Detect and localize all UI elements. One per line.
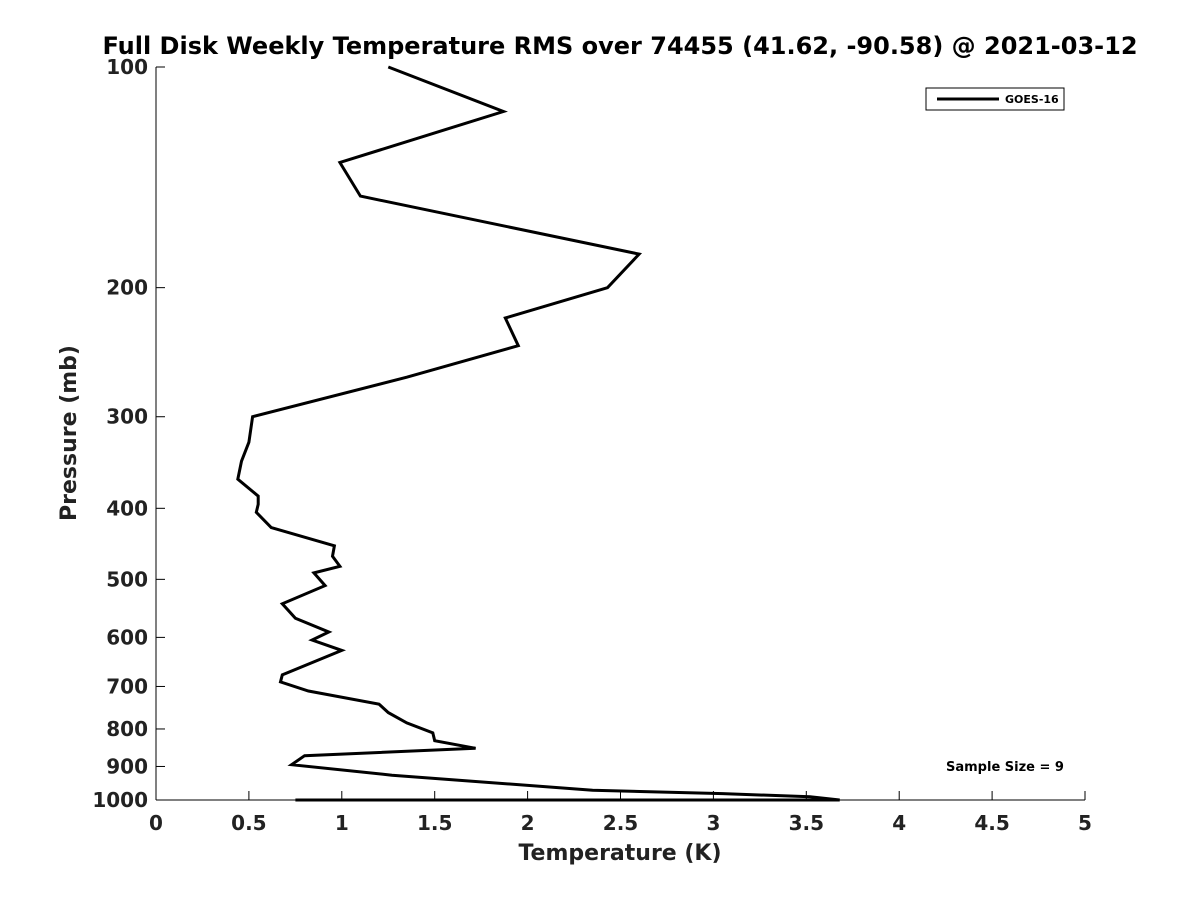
- y-tick-label: 300: [106, 405, 148, 429]
- y-ticks: 100 200 300 400 500 600 700 800 900 1000: [92, 55, 165, 812]
- x-tick-label: 1: [335, 811, 349, 835]
- y-tick-label: 700: [106, 674, 148, 698]
- series-layer: [236, 65, 840, 802]
- y-tick-label: 1000: [92, 788, 148, 812]
- y-tick-label: 100: [106, 55, 148, 79]
- x-tick-label: 2.5: [603, 811, 638, 835]
- y-tick-label: 500: [106, 567, 148, 591]
- x-tick-label: 1.5: [417, 811, 452, 835]
- x-axis-label: Temperature (K): [518, 841, 721, 866]
- x-tick-label: 0: [149, 811, 163, 835]
- plot-area: [155, 67, 1085, 801]
- series-line-goes-16: [236, 65, 840, 802]
- legend: GOES-16: [925, 87, 1065, 111]
- x-tick-label: 0.5: [231, 811, 266, 835]
- chart-title: Full Disk Weekly Temperature RMS over 74…: [102, 32, 1137, 60]
- y-tick-label: 600: [106, 625, 148, 649]
- legend-label-goes-16: GOES-16: [1005, 93, 1059, 106]
- y-tick-label: 900: [106, 754, 148, 778]
- x-tick-label: 4: [892, 811, 906, 835]
- y-tick-label: 400: [106, 496, 148, 520]
- y-axis-label: Pressure (mb): [57, 345, 82, 521]
- y-tick-label: 800: [106, 717, 148, 741]
- y-tick-label: 200: [106, 276, 148, 300]
- sample-size-annotation: Sample Size = 9: [946, 760, 1064, 775]
- x-ticks: 0 0.5 1 1.5 2 2.5 3 3.5 4 4.5 5: [149, 791, 1092, 835]
- x-tick-label: 5: [1078, 811, 1092, 835]
- x-tick-label: 2: [521, 811, 535, 835]
- x-tick-label: 3: [706, 811, 720, 835]
- x-tick-label: 3.5: [789, 811, 824, 835]
- x-tick-label: 4.5: [974, 811, 1009, 835]
